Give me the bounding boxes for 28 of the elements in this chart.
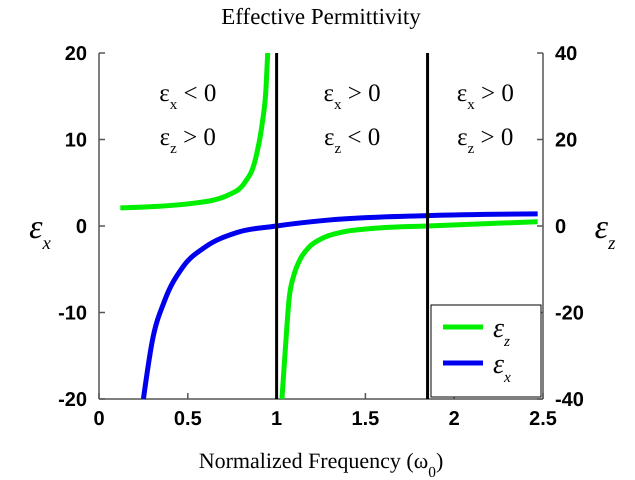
y-tick-label: 20 <box>64 43 87 65</box>
annotation: ε$_{x}$ < 0 <box>159 80 216 113</box>
x-tick-label: 1 <box>271 408 282 430</box>
x-tick-label: 2.5 <box>529 408 557 430</box>
y-tick-label: -10 <box>58 302 87 324</box>
y-tick-label: 10 <box>64 130 87 152</box>
x-tick-label: 0 <box>93 408 105 430</box>
y-tick-label: 0 <box>76 216 87 238</box>
chart-title: Effective Permittivity <box>221 4 422 29</box>
x-axis-title: Normalized Frequency (ω$_{0}$) <box>198 448 444 480</box>
y-tick-label: -20 <box>58 389 87 411</box>
annotation: ε$_{x}$ > 0 <box>456 80 514 113</box>
annotation: ε$_{x}$ > 0 <box>324 80 381 113</box>
y-axis-title: ε$_{x}$ <box>29 208 52 254</box>
annotation: ε$_{z}$ < 0 <box>324 124 380 157</box>
legend-label: ε$_{z}$ <box>493 312 510 350</box>
x-tick-label: 1.5 <box>351 408 380 430</box>
annotation: ε$_{z}$ > 0 <box>160 124 216 157</box>
x-tick-label: 2 <box>448 408 460 430</box>
x-tick-label: 0.5 <box>174 408 202 430</box>
y2-axis-title: ε$_{z}$ <box>594 208 616 254</box>
y2-tick-label: -40 <box>555 389 584 411</box>
y2-tick-label: 40 <box>555 43 578 65</box>
y2-tick-label: 20 <box>555 130 578 152</box>
y2-tick-label: -20 <box>555 302 584 324</box>
annotation: ε$_{z}$ > 0 <box>457 124 514 157</box>
legend-label: ε$_{x}$ <box>493 348 512 386</box>
y2-tick-label: 0 <box>555 216 566 238</box>
